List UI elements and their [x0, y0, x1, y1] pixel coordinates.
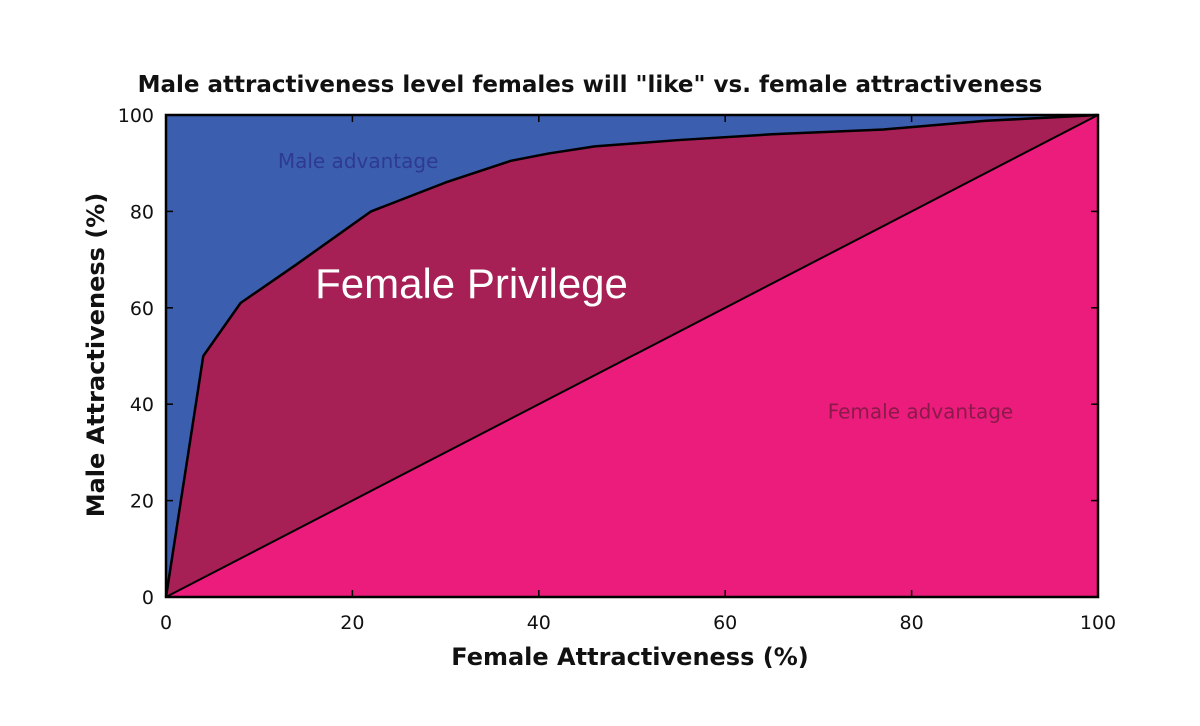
female-advantage-label: Female advantage: [828, 400, 1014, 424]
chart-title: Male attractiveness level females will "…: [138, 72, 1043, 98]
x-tick-label: 100: [1080, 612, 1116, 634]
x-tick-label: 80: [900, 612, 924, 634]
x-tick-label: 20: [340, 612, 364, 634]
y-tick-label: 80: [130, 201, 154, 223]
plot-frame: [164, 113, 1100, 599]
x-tick-label: 0: [160, 612, 172, 634]
axis-ticks: 0 20 40 60 80 100 0 20 40 60 80 100: [118, 105, 1116, 634]
y-tick-label: 20: [130, 491, 154, 513]
y-tick-label: 40: [130, 394, 154, 416]
curve-line: [164, 113, 1099, 598]
x-tick-label: 60: [713, 612, 737, 634]
plot-area: [164, 113, 1100, 599]
female-privilege-label: Female Privilege: [315, 260, 628, 307]
y-tick-label: 0: [142, 587, 154, 609]
diagonal-line: [165, 114, 1099, 598]
x-axis-label: Female Attractiveness (%): [451, 643, 808, 671]
y-tick-label: 60: [130, 298, 154, 320]
x-tick-label: 40: [527, 612, 551, 634]
y-tick-label: 100: [118, 105, 154, 127]
y-axis-label: Male Attractiveness (%): [82, 193, 110, 518]
male-advantage-label: Male advantage: [278, 149, 439, 173]
